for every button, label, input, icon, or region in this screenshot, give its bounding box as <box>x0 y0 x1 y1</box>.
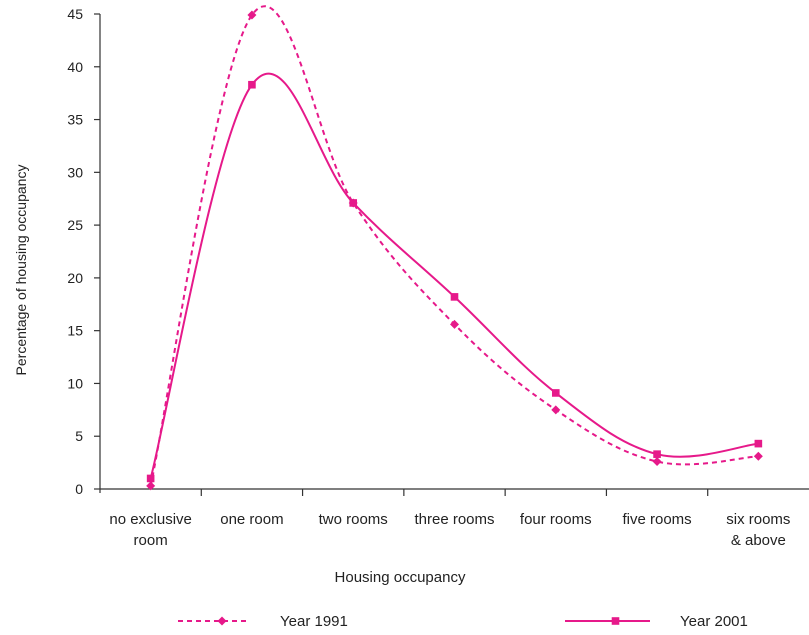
data-point <box>754 439 763 448</box>
data-point <box>450 319 459 329</box>
y-tick-label: 25 <box>67 217 83 233</box>
y-tick-label: 40 <box>67 59 83 75</box>
legend-marker <box>611 617 620 625</box>
y-tick-label: 30 <box>67 164 83 180</box>
axes <box>99 14 809 493</box>
x-tick-label: six rooms & above <box>726 511 790 549</box>
data-point <box>349 199 358 207</box>
legend-label: Year 2001 <box>680 613 748 630</box>
y-tick-label: 0 <box>75 481 83 497</box>
data-point <box>450 293 459 301</box>
x-tick-label: one room <box>220 511 283 528</box>
series-group <box>146 5 763 491</box>
x-tick-label: no exclusive room <box>109 511 192 549</box>
y-tick-label: 5 <box>75 428 83 444</box>
y-axis-ticks: 0 5 10 15 20 25 30 35 40 45 <box>67 6 100 497</box>
legend-item: Year 2001 <box>565 613 748 630</box>
series-0 <box>146 5 763 491</box>
x-tick-label: five rooms <box>622 511 691 528</box>
x-tick-label: four rooms <box>520 511 592 528</box>
y-tick-label: 20 <box>67 270 83 286</box>
data-point <box>753 451 763 461</box>
data-point <box>247 10 257 20</box>
x-tick-label: two rooms <box>319 511 388 528</box>
series-1 <box>146 72 763 483</box>
data-point <box>653 450 661 458</box>
data-point <box>652 457 662 467</box>
y-tick-label: 10 <box>67 375 83 391</box>
data-point <box>146 481 156 491</box>
x-axis-label: Housing occupancy <box>335 569 466 586</box>
series-line <box>149 5 759 487</box>
legend-marker <box>217 616 227 626</box>
legend: Year 1991 Year 2001 <box>178 613 748 630</box>
data-point <box>146 474 155 483</box>
legend-item: Year 1991 <box>178 613 348 630</box>
y-tick-label: 45 <box>67 6 83 22</box>
series-line <box>149 72 759 479</box>
y-tick-label: 15 <box>67 323 83 339</box>
y-axis-label: Percentage of housing occupancy <box>13 165 29 376</box>
x-tick-label: three rooms <box>414 511 494 528</box>
data-point <box>551 389 560 397</box>
data-point <box>551 405 561 415</box>
legend-label: Year 1991 <box>280 613 348 630</box>
y-tick-label: 35 <box>67 112 83 128</box>
data-point <box>248 80 256 89</box>
x-axis-ticks: no exclusive room one room two rooms three r… <box>109 489 790 549</box>
